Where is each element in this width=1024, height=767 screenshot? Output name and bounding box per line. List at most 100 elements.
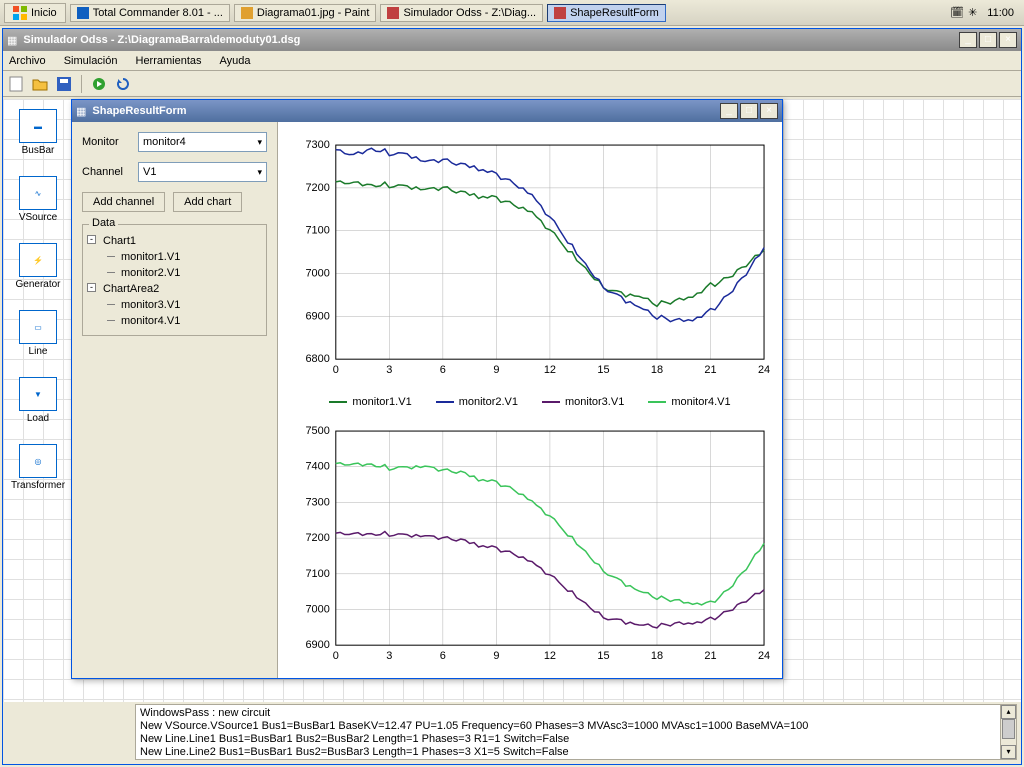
palette-label: Transformer bbox=[11, 480, 65, 491]
tree-node[interactable]: -ChartArea2 bbox=[89, 281, 260, 297]
collapse-icon[interactable]: - bbox=[87, 283, 96, 292]
data-fieldset: Data -Chart1monitor1.V1monitor2.V1-Chart… bbox=[82, 224, 267, 336]
windows-logo-icon bbox=[13, 6, 27, 20]
svg-text:6: 6 bbox=[440, 364, 446, 376]
svg-text:7000: 7000 bbox=[305, 268, 329, 280]
menu-simulacion[interactable]: Simulación bbox=[64, 55, 118, 67]
start-label: Inicio bbox=[31, 7, 57, 19]
svg-text:7200: 7200 bbox=[305, 532, 329, 544]
svg-text:0: 0 bbox=[333, 364, 339, 376]
taskbar-item[interactable]: Simulador Odss - Z:\Diag... bbox=[380, 4, 543, 22]
svg-text:18: 18 bbox=[651, 650, 663, 662]
svg-text:7200: 7200 bbox=[305, 182, 329, 194]
legend-item: monitor3.V1 bbox=[542, 396, 624, 408]
shape-controls-panel: Monitor monitor4 Channel V1 Add channel … bbox=[72, 122, 278, 678]
svg-text:7400: 7400 bbox=[305, 461, 329, 473]
palette-icon: ▼ bbox=[19, 377, 57, 411]
minimize-button[interactable]: _ bbox=[720, 103, 738, 119]
log-scrollbar[interactable]: ▴ ▾ bbox=[1000, 705, 1016, 759]
palette-item[interactable]: ⚡ Generator bbox=[9, 243, 67, 290]
palette-item[interactable]: ◎Transformer bbox=[9, 444, 67, 491]
chart-1: 03691215182124680069007000710072007300 bbox=[286, 130, 774, 389]
legend-item: monitor1.V1 bbox=[329, 396, 411, 408]
menu-herramientas[interactable]: Herramientas bbox=[136, 55, 202, 67]
palette-item[interactable]: ▬ BusBar bbox=[9, 109, 67, 156]
palette-label: Generator bbox=[15, 279, 60, 290]
scroll-thumb[interactable] bbox=[1002, 719, 1015, 739]
data-tree[interactable]: -Chart1monitor1.V1monitor2.V1-ChartArea2… bbox=[89, 233, 260, 329]
maximize-button[interactable]: □ bbox=[979, 32, 997, 48]
component-palette: ▬ BusBar ∿ VSource ⚡ Generator ▭Line ▼ Load ◎Tran… bbox=[9, 109, 67, 491]
close-button[interactable]: × bbox=[999, 32, 1017, 48]
palette-item[interactable]: ∿ VSource bbox=[9, 176, 67, 223]
palette-label: Load bbox=[27, 413, 49, 424]
svg-text:7100: 7100 bbox=[305, 225, 329, 237]
palette-icon: ▬ bbox=[19, 109, 57, 143]
refresh-icon[interactable] bbox=[114, 75, 132, 93]
taskbar-item[interactable]: Total Commander 8.01 - ... bbox=[70, 4, 230, 22]
charts-panel: 03691215182124680069007000710072007300 m… bbox=[278, 122, 782, 678]
chart-2: 0369121518212469007000710072007300740075… bbox=[286, 416, 774, 675]
main-window: ▦ Simulador Odss - Z:\DiagramaBarra\demo… bbox=[2, 28, 1022, 765]
start-button[interactable]: Inicio bbox=[4, 3, 66, 23]
tray-icon[interactable]: 🗓 bbox=[950, 6, 964, 19]
tree-leaf[interactable]: monitor3.V1 bbox=[107, 297, 260, 313]
palette-icon: ⚡ bbox=[19, 243, 57, 277]
svg-text:7300: 7300 bbox=[305, 139, 329, 151]
tree-leaf[interactable]: monitor1.V1 bbox=[107, 249, 260, 265]
add-channel-button[interactable]: Add channel bbox=[82, 192, 165, 212]
log-line: New VSource.VSource1 Bus1=BusBar1 BaseKV… bbox=[140, 720, 1012, 733]
taskbar: Inicio Total Commander 8.01 - ...Diagram… bbox=[0, 0, 1024, 26]
main-titlebar[interactable]: ▦ Simulador Odss - Z:\DiagramaBarra\demo… bbox=[3, 29, 1021, 51]
form-icon: ▦ bbox=[76, 105, 86, 118]
svg-text:9: 9 bbox=[493, 364, 499, 376]
palette-item[interactable]: ▭Line bbox=[9, 310, 67, 357]
collapse-icon[interactable]: - bbox=[87, 235, 96, 244]
menu-ayuda[interactable]: Ayuda bbox=[220, 55, 251, 67]
menu-archivo[interactable]: Archivo bbox=[9, 55, 46, 67]
channel-combo[interactable]: V1 bbox=[138, 162, 267, 182]
svg-text:12: 12 bbox=[544, 364, 556, 376]
shape-title: ShapeResultForm bbox=[92, 105, 714, 117]
svg-text:24: 24 bbox=[758, 364, 770, 376]
palette-label: BusBar bbox=[22, 145, 55, 156]
new-icon[interactable] bbox=[7, 75, 25, 93]
palette-item[interactable]: ▼ Load bbox=[9, 377, 67, 424]
shape-titlebar[interactable]: ▦ ShapeResultForm _ □ × bbox=[72, 100, 782, 122]
scroll-down-icon[interactable]: ▾ bbox=[1001, 745, 1016, 759]
app-icon: ▦ bbox=[7, 34, 17, 47]
palette-icon: ∿ bbox=[19, 176, 57, 210]
palette-label: VSource bbox=[19, 212, 57, 223]
svg-text:15: 15 bbox=[597, 364, 609, 376]
taskbar-item[interactable]: ShapeResultForm bbox=[547, 4, 666, 22]
add-chart-button[interactable]: Add chart bbox=[173, 192, 242, 212]
palette-icon: ▭ bbox=[19, 310, 57, 344]
tree-leaf[interactable]: monitor4.V1 bbox=[107, 313, 260, 329]
tree-node[interactable]: -Chart1 bbox=[89, 233, 260, 249]
svg-text:6900: 6900 bbox=[305, 310, 329, 322]
minimize-button[interactable]: _ bbox=[959, 32, 977, 48]
monitor-combo[interactable]: monitor4 bbox=[138, 132, 267, 152]
log-line: New Line.Line2 Bus1=BusBar1 Bus2=BusBar3… bbox=[140, 746, 1012, 759]
taskbar-item[interactable]: Diagrama01.jpg - Paint bbox=[234, 4, 377, 22]
log-panel: WindowsPass : new circuitNew VSource.VSo… bbox=[135, 704, 1017, 760]
scroll-up-icon[interactable]: ▴ bbox=[1001, 705, 1016, 719]
close-button[interactable]: × bbox=[760, 103, 778, 119]
svg-text:15: 15 bbox=[597, 650, 609, 662]
svg-text:7300: 7300 bbox=[305, 497, 329, 509]
open-icon[interactable] bbox=[31, 75, 49, 93]
menubar: Archivo Simulación Herramientas Ayuda bbox=[3, 51, 1021, 71]
svg-text:18: 18 bbox=[651, 364, 663, 376]
svg-text:24: 24 bbox=[758, 650, 770, 662]
maximize-button[interactable]: □ bbox=[740, 103, 758, 119]
svg-text:6800: 6800 bbox=[305, 353, 329, 365]
svg-text:9: 9 bbox=[493, 650, 499, 662]
run-icon[interactable] bbox=[90, 75, 108, 93]
svg-text:12: 12 bbox=[544, 650, 556, 662]
save-icon[interactable] bbox=[55, 75, 73, 93]
svg-text:0: 0 bbox=[333, 650, 339, 662]
tree-leaf[interactable]: monitor2.V1 bbox=[107, 265, 260, 281]
tray-icon[interactable]: ✳ bbox=[968, 6, 977, 19]
svg-text:21: 21 bbox=[704, 364, 716, 376]
data-legend: Data bbox=[89, 217, 118, 229]
